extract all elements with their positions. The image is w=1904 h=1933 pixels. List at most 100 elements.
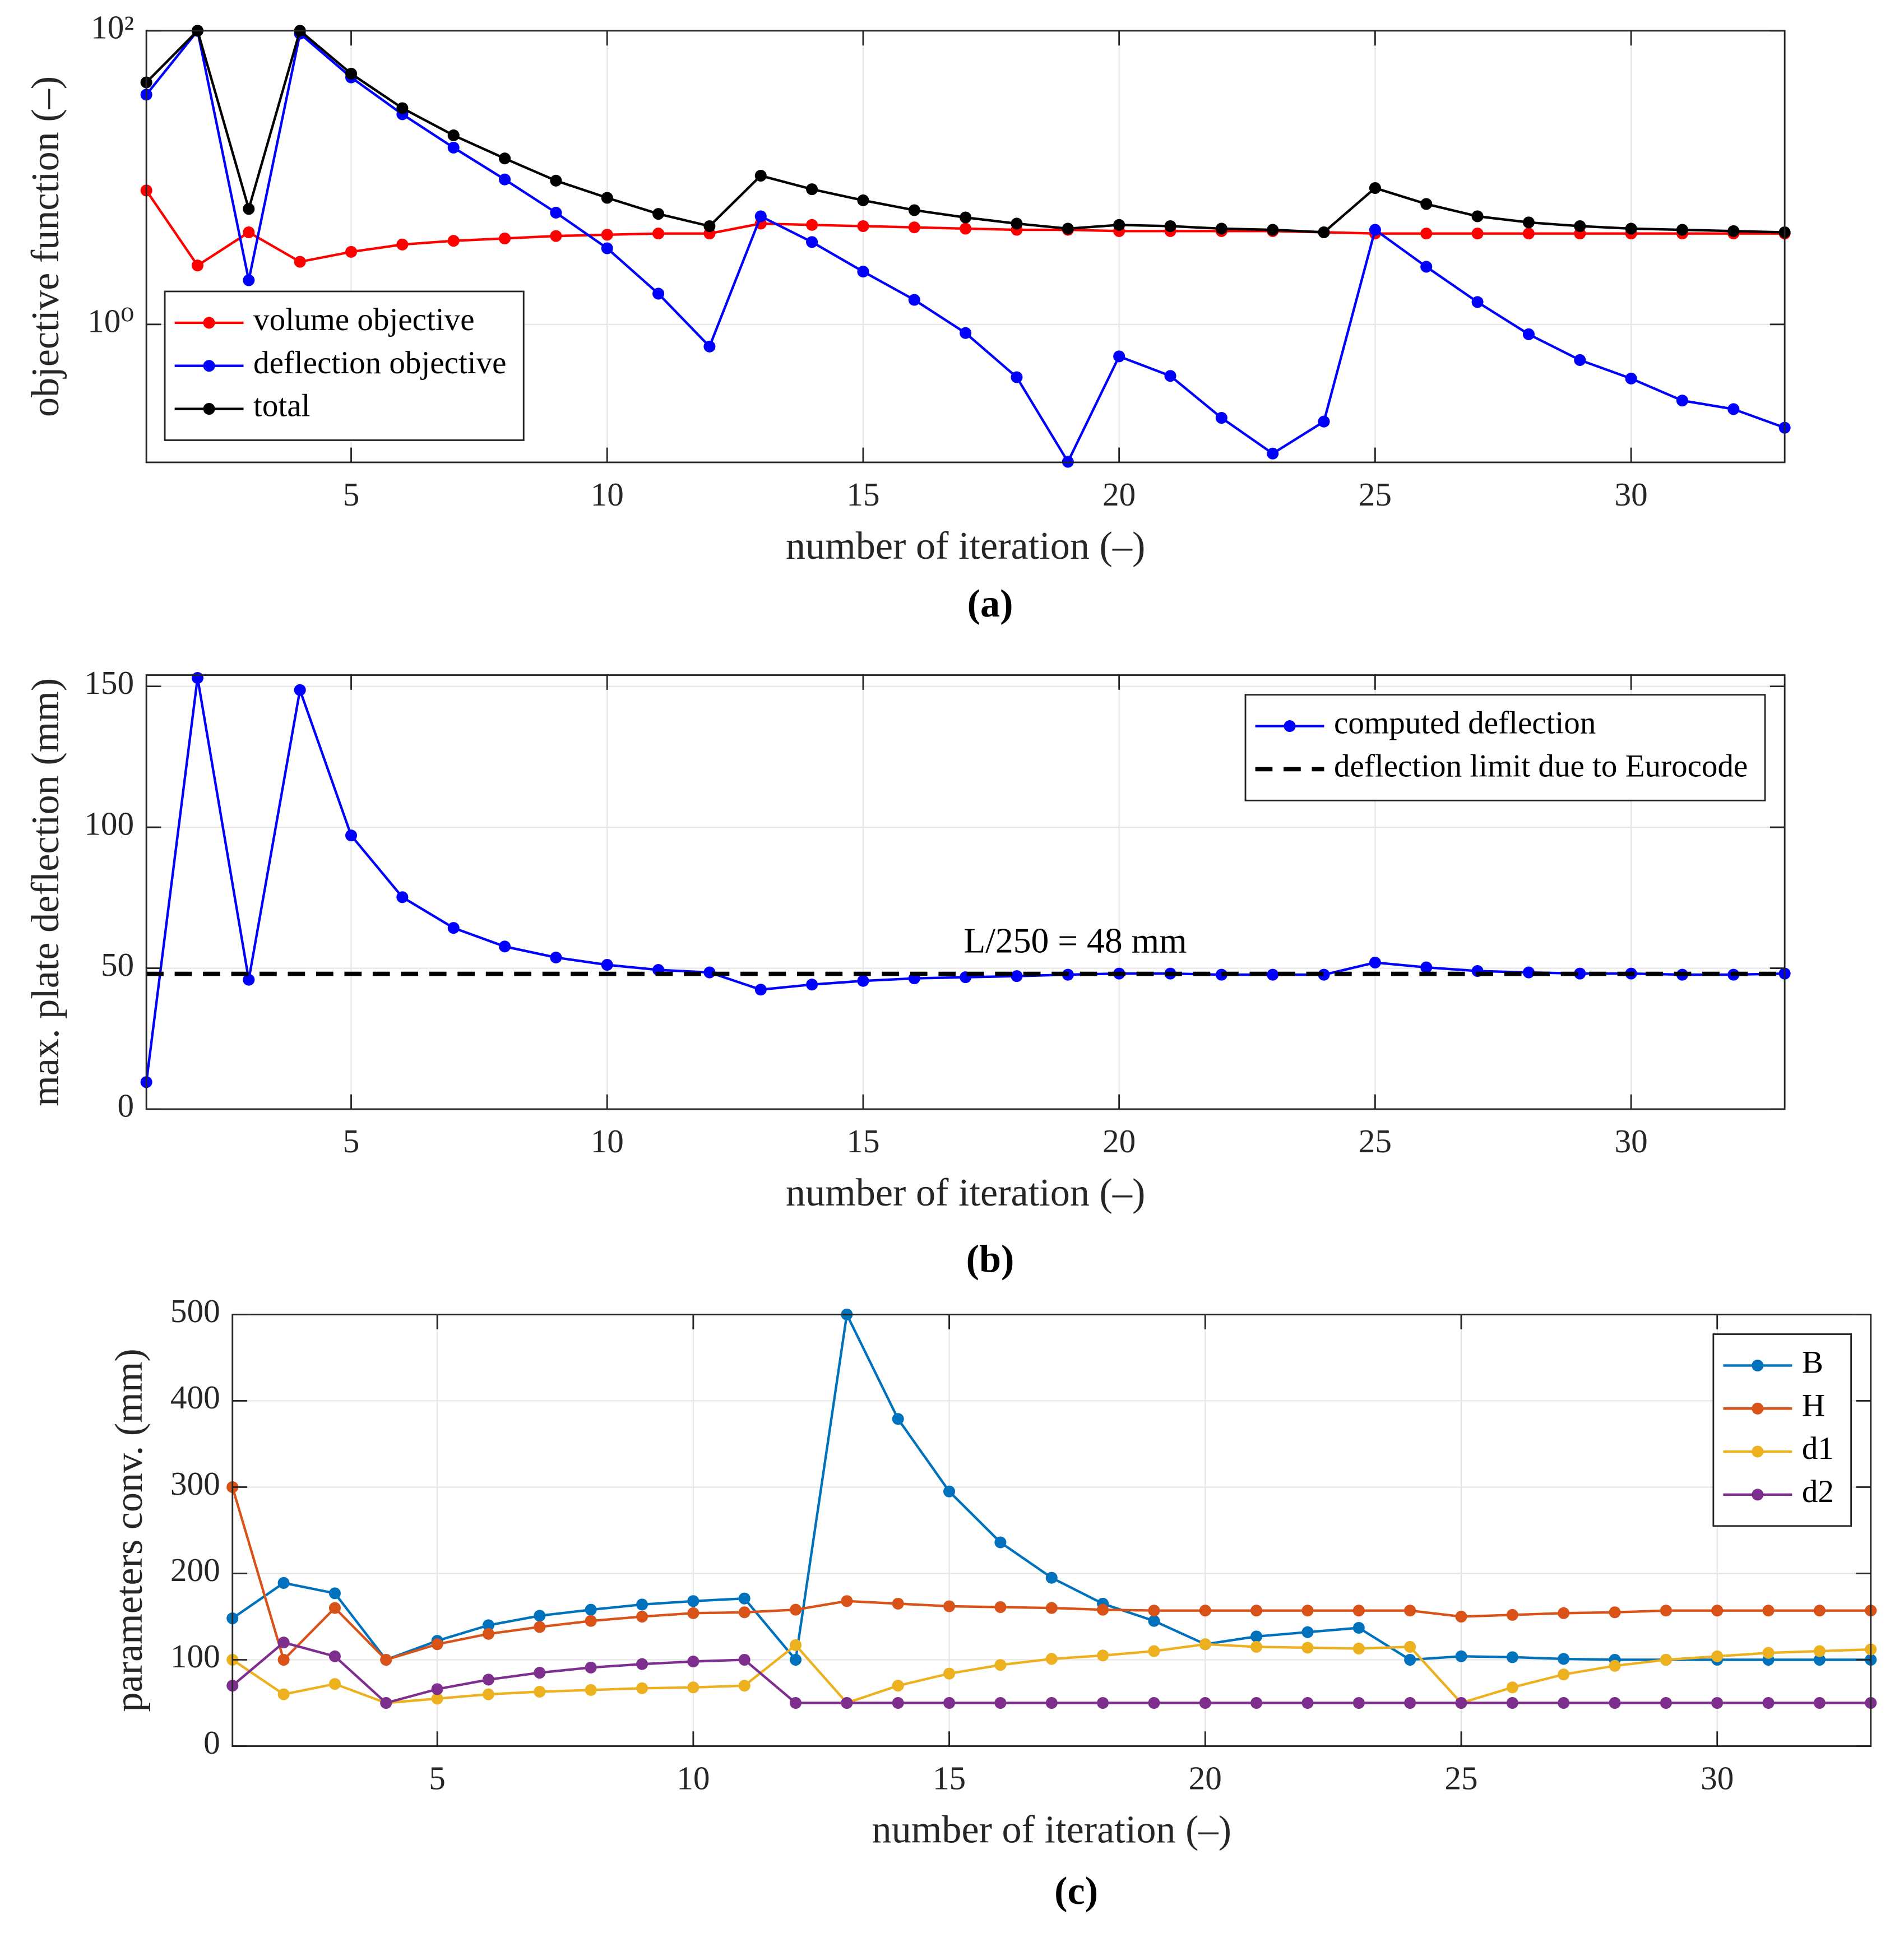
x-tick-label: 30 [1614, 1123, 1647, 1160]
point [1062, 222, 1074, 235]
point [1522, 966, 1535, 979]
point [738, 1680, 751, 1692]
point [601, 958, 613, 971]
point [1097, 1649, 1109, 1662]
point [892, 1696, 904, 1709]
x-tick-label: 15 [846, 476, 879, 513]
point [1609, 1696, 1621, 1709]
point [841, 1696, 853, 1709]
point [754, 984, 767, 996]
point [1045, 1653, 1058, 1665]
point [1011, 371, 1023, 383]
point [652, 288, 665, 300]
point [994, 1696, 1007, 1709]
x-tick-label: 5 [429, 1760, 446, 1797]
point [652, 228, 665, 240]
point [482, 1674, 495, 1686]
point [789, 1603, 802, 1616]
x-tick-label: 30 [1614, 476, 1647, 513]
legend: volume objective deflection objective tota… [164, 290, 525, 441]
x-tick-label: 20 [1102, 1123, 1136, 1160]
point [636, 1598, 648, 1611]
y-axis-label: parameters conv. (mm) [107, 1348, 151, 1712]
annotation: L/250 = 48 mm [963, 921, 1187, 961]
point [1420, 261, 1433, 273]
legend-box [1244, 694, 1766, 801]
point [687, 1656, 699, 1668]
point [754, 169, 767, 182]
x-tick-label: 5 [343, 1123, 360, 1160]
point [994, 1536, 1007, 1549]
point [1420, 228, 1433, 240]
point [1676, 224, 1688, 236]
point [1711, 1696, 1724, 1709]
point [1522, 328, 1535, 340]
legend-marker [1284, 720, 1296, 733]
caption: (b) [966, 1237, 1014, 1281]
point [1301, 1642, 1314, 1654]
point [908, 221, 920, 234]
y-tick-label: 10⁰ [87, 302, 134, 339]
point [294, 256, 306, 268]
point [754, 210, 767, 222]
point [243, 203, 255, 215]
point [585, 1615, 597, 1627]
point [585, 1603, 597, 1616]
legend-label: d2 [1802, 1474, 1834, 1509]
point [1625, 372, 1637, 384]
point [243, 974, 255, 986]
point [1471, 296, 1484, 308]
y-tick-label: 50 [101, 946, 134, 983]
plot-area [232, 1314, 1871, 1746]
legend-marker [1752, 1489, 1764, 1501]
point [1404, 1605, 1416, 1617]
point [1148, 1645, 1160, 1657]
legend-marker [1752, 1359, 1764, 1371]
point [738, 1606, 751, 1619]
point [499, 173, 511, 186]
point [1250, 1630, 1263, 1643]
point [243, 226, 255, 239]
caption: (c) [1054, 1869, 1098, 1913]
point [1369, 224, 1381, 236]
legend-label: volume objective [253, 302, 475, 337]
point [345, 67, 358, 80]
point [960, 222, 972, 235]
point [447, 922, 460, 934]
point [789, 1696, 802, 1709]
point [499, 152, 511, 165]
point [601, 242, 613, 254]
point [1369, 182, 1381, 194]
point [1558, 1607, 1570, 1619]
x-tick-label: 10 [591, 476, 624, 513]
point [1813, 1696, 1826, 1709]
point [396, 102, 409, 114]
x-tick-label: 10 [677, 1760, 710, 1797]
point [1762, 1647, 1775, 1659]
point [1199, 1605, 1211, 1617]
y-tick-label: 100 [170, 1638, 220, 1675]
point [1813, 1653, 1826, 1666]
point [789, 1653, 802, 1666]
point [841, 1595, 853, 1607]
point [1420, 198, 1433, 210]
x-axis-label: number of iteration (–) [786, 524, 1145, 568]
point [1574, 220, 1586, 233]
point [550, 230, 562, 242]
point [1506, 1608, 1518, 1621]
y-tick-label: 500 [170, 1292, 220, 1329]
point [1762, 1605, 1775, 1617]
point [1609, 1659, 1621, 1672]
point [1250, 1605, 1263, 1617]
x-tick-label: 25 [1359, 476, 1392, 513]
point [1011, 217, 1023, 230]
y-tick-label: 0 [118, 1087, 135, 1124]
point [857, 220, 869, 233]
x-tick-label: 30 [1701, 1760, 1734, 1797]
point [345, 245, 358, 258]
point [994, 1601, 1007, 1614]
point [1250, 1640, 1263, 1653]
point [1471, 210, 1484, 222]
y-tick-label: 300 [170, 1465, 220, 1502]
point [1404, 1640, 1416, 1653]
